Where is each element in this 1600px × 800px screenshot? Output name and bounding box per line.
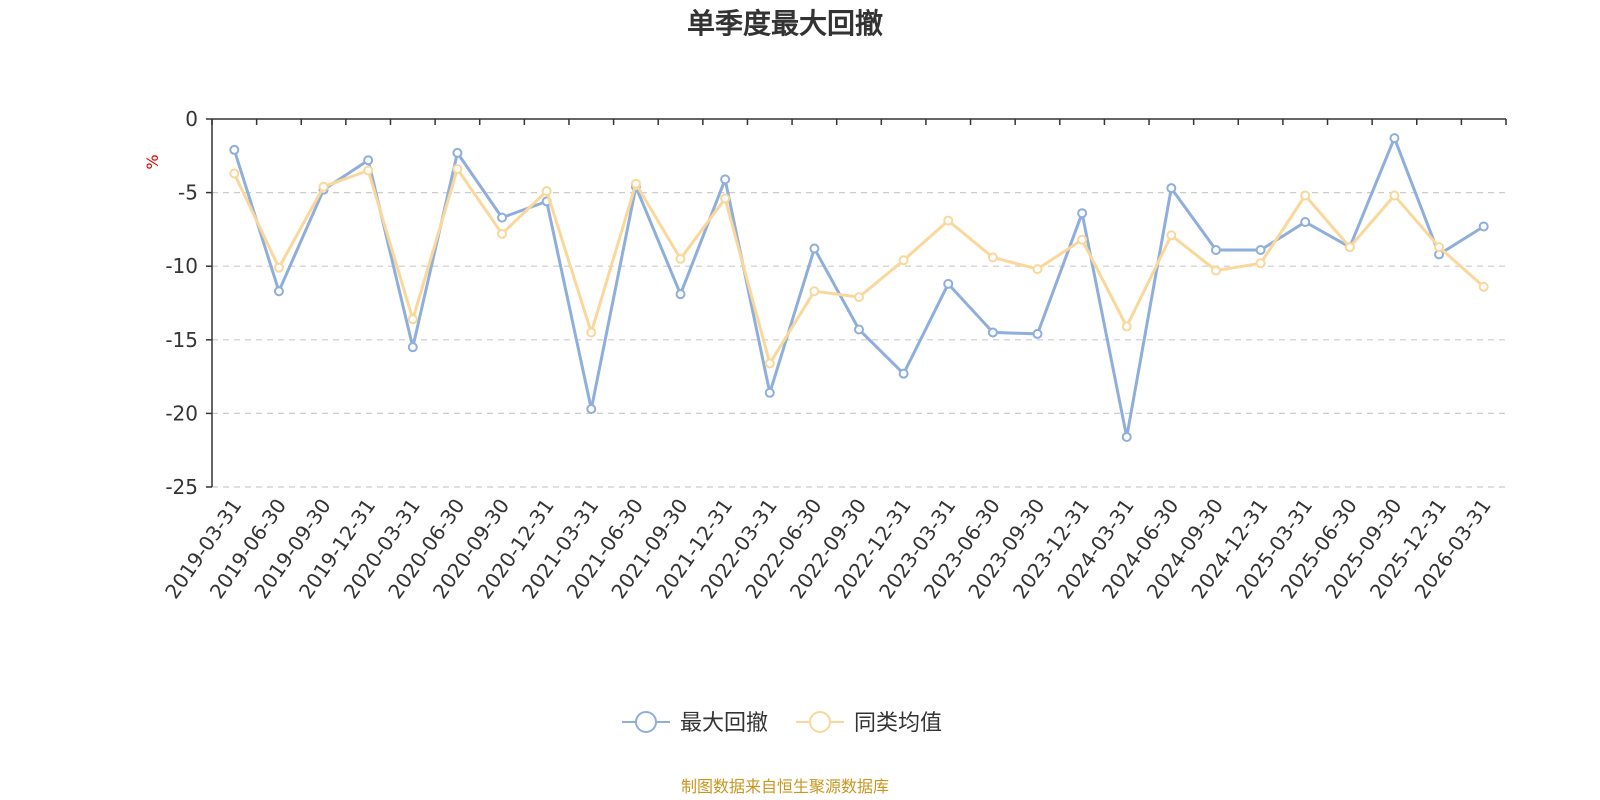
data-point[interactable]: [497, 228, 508, 239]
chart-title: 单季度最大回撤: [687, 7, 883, 40]
data-point[interactable]: [943, 215, 954, 226]
data-point[interactable]: [1032, 328, 1043, 339]
data-point[interactable]: [809, 286, 820, 297]
data-point[interactable]: [363, 155, 374, 166]
series-1: [229, 133, 1489, 442]
data-point[interactable]: [675, 289, 686, 300]
data-point[interactable]: [1077, 208, 1088, 219]
data-point[interactable]: [898, 255, 909, 266]
data-point[interactable]: [854, 292, 864, 303]
data-point[interactable]: [720, 174, 731, 185]
data-point[interactable]: [1255, 245, 1266, 256]
data-point[interactable]: [452, 147, 463, 158]
y-tick-label: -15: [165, 328, 198, 352]
data-point[interactable]: [898, 368, 909, 379]
data-point[interactable]: [1210, 245, 1221, 256]
data-point[interactable]: [586, 403, 597, 414]
y-tick-label: -25: [165, 475, 198, 499]
data-point[interactable]: [1389, 190, 1400, 201]
y-tick-label: -5: [178, 181, 198, 205]
data-point[interactable]: [452, 164, 463, 175]
data-point[interactable]: [273, 262, 284, 273]
legend-label: 同类均值: [854, 711, 942, 736]
data-point[interactable]: [720, 193, 731, 204]
legend-marker-icon: [809, 711, 831, 733]
legend-label: 最大回撤: [680, 711, 768, 736]
data-point[interactable]: [1166, 230, 1177, 241]
legend-item[interactable]: 同类均值: [796, 711, 942, 736]
data-point[interactable]: [943, 278, 954, 289]
data-point[interactable]: [1300, 190, 1311, 201]
data-point[interactable]: [586, 327, 597, 338]
data-point[interactable]: [987, 327, 998, 338]
data-point[interactable]: [987, 252, 998, 263]
data-point[interactable]: [1434, 242, 1445, 253]
data-point[interactable]: [1210, 265, 1221, 276]
data-point[interactable]: [809, 243, 820, 254]
data-point[interactable]: [1166, 183, 1177, 194]
data-point[interactable]: [1121, 431, 1132, 442]
data-point[interactable]: [1032, 264, 1043, 275]
data-point[interactable]: [630, 178, 641, 189]
data-point[interactable]: [1478, 281, 1489, 292]
y-tick-label: -20: [165, 401, 198, 425]
y-tick-label: 0: [185, 107, 198, 131]
data-point[interactable]: [1478, 221, 1489, 232]
data-point[interactable]: [407, 342, 418, 353]
data-point[interactable]: [497, 212, 508, 223]
data-point[interactable]: [764, 358, 775, 369]
series-lines: [229, 133, 1489, 442]
series-2: [229, 164, 1489, 369]
data-point[interactable]: [764, 387, 775, 398]
data-point[interactable]: [273, 286, 284, 297]
y-tick-label: -10: [165, 254, 198, 278]
data-point[interactable]: [1077, 234, 1088, 245]
legend-marker-icon: [635, 711, 657, 733]
y-axis-unit: %: [143, 154, 162, 169]
axes: 0-5-10-15-20-252019-03-312019-06-302019-…: [160, 107, 1507, 603]
data-point[interactable]: [1389, 133, 1400, 144]
data-point[interactable]: [854, 324, 864, 335]
data-point[interactable]: [1255, 258, 1266, 269]
data-point[interactable]: [1300, 217, 1311, 228]
data-point[interactable]: [318, 181, 329, 192]
data-point[interactable]: [229, 144, 240, 155]
grid-lines: [212, 192, 1506, 488]
data-point[interactable]: [229, 168, 240, 179]
data-point[interactable]: [1121, 321, 1132, 332]
data-point[interactable]: [675, 253, 686, 264]
data-point[interactable]: [541, 186, 552, 197]
data-point[interactable]: [363, 165, 374, 176]
data-point[interactable]: [407, 314, 418, 325]
legend[interactable]: 最大回撤 同类均值: [622, 711, 942, 736]
data-source-note: 制图数据来自恒生聚源数据库: [681, 777, 889, 796]
data-point[interactable]: [1344, 242, 1355, 253]
legend-item[interactable]: 最大回撤: [622, 711, 768, 736]
